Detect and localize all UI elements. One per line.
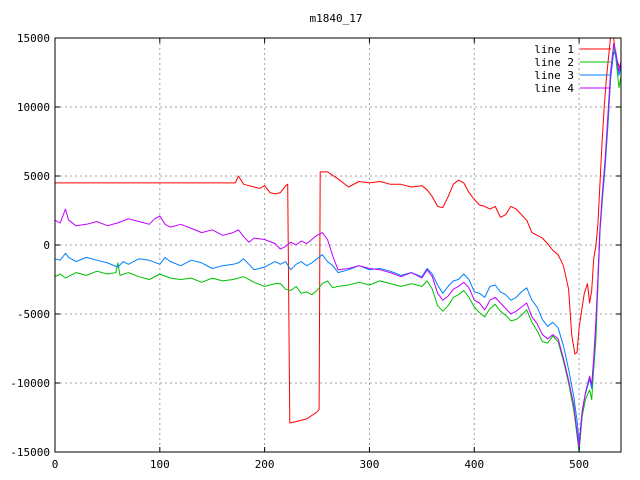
x-tick-label: 300 [360,458,380,471]
x-tick-label: 0 [52,458,59,471]
series-line-2 [55,44,621,452]
legend-label-3: line 3 [534,69,574,82]
legend-label-2: line 2 [534,56,574,69]
legend-label-4: line 4 [534,82,574,95]
x-tick-label: 200 [255,458,275,471]
series-lines [55,38,621,452]
y-tick-label: -5000 [17,308,50,321]
x-tick-label: 500 [569,458,589,471]
y-tick-label: 5000 [24,170,51,183]
series-line-1 [55,38,621,424]
x-tick-label: 400 [464,458,484,471]
grid [55,38,621,452]
y-tick-label: -15000 [10,446,50,459]
axis-ticks: 0 100 200 300 400 500 -15000 -10000 -5000 0 5000 10… [10,32,621,471]
series-line-3 [55,51,621,443]
x-tick-label: 100 [150,458,170,471]
y-tick-label: 0 [43,239,50,252]
y-tick-label: 10000 [17,101,50,114]
y-tick-label: -10000 [10,377,50,390]
series-line-4 [55,43,621,449]
y-tick-label: 15000 [17,32,50,45]
legend-label-1: line 1 [534,43,574,56]
chart-title: m1840_17 [310,12,363,25]
